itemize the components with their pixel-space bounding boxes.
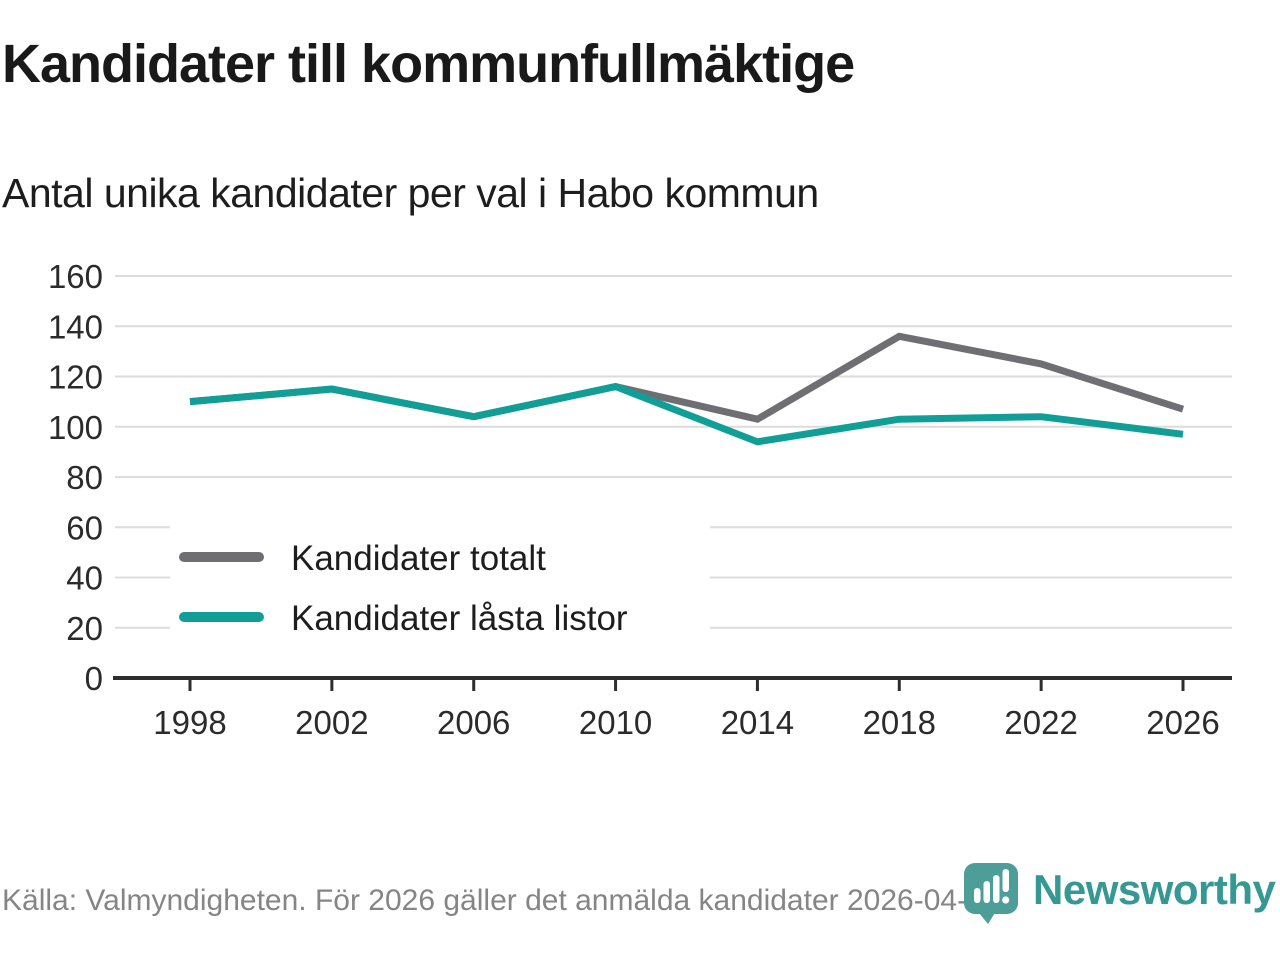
x-axis-label: 2014 [721, 704, 794, 741]
series-line [189, 382, 1184, 446]
y-axis-label: 0 [85, 660, 103, 697]
y-axis-label: 140 [48, 308, 103, 345]
series-line [189, 332, 1185, 423]
page-subtitle: Antal unika kandidater per val i Habo ko… [2, 170, 819, 216]
legend-label: Kandidater låsta listor [291, 599, 628, 638]
legend-label: Kandidater totalt [291, 539, 546, 578]
source-text: Källa: Valmyndigheten. För 2026 gäller d… [2, 884, 1009, 917]
x-axis-label: 1998 [153, 704, 226, 741]
y-axis-label: 120 [48, 359, 103, 396]
y-axis-label: 40 [66, 560, 103, 597]
page-title: Kandidater till kommunfullmäktige [2, 34, 855, 94]
legend-background [170, 524, 710, 652]
x-axis-label: 2026 [1146, 704, 1219, 741]
y-axis-label: 100 [48, 409, 103, 446]
y-axis-label: 80 [66, 459, 103, 496]
y-axis-label: 160 [48, 258, 103, 295]
x-axis-label: 2002 [295, 704, 368, 741]
x-axis-label: 2022 [1004, 704, 1077, 741]
x-axis-label: 2006 [437, 704, 510, 741]
x-axis-label: 2010 [579, 704, 652, 741]
x-axis-label: 2018 [863, 704, 936, 741]
newsworthy-logo-icon [964, 863, 1018, 924]
y-axis-label: 60 [66, 509, 103, 546]
y-axis-label: 20 [66, 610, 103, 647]
brand-name: Newsworthy [1033, 866, 1276, 913]
line-chart: 0 20 40 60 80 100 120 140 160 1998 2002 2006 2010 201… [48, 258, 1232, 741]
